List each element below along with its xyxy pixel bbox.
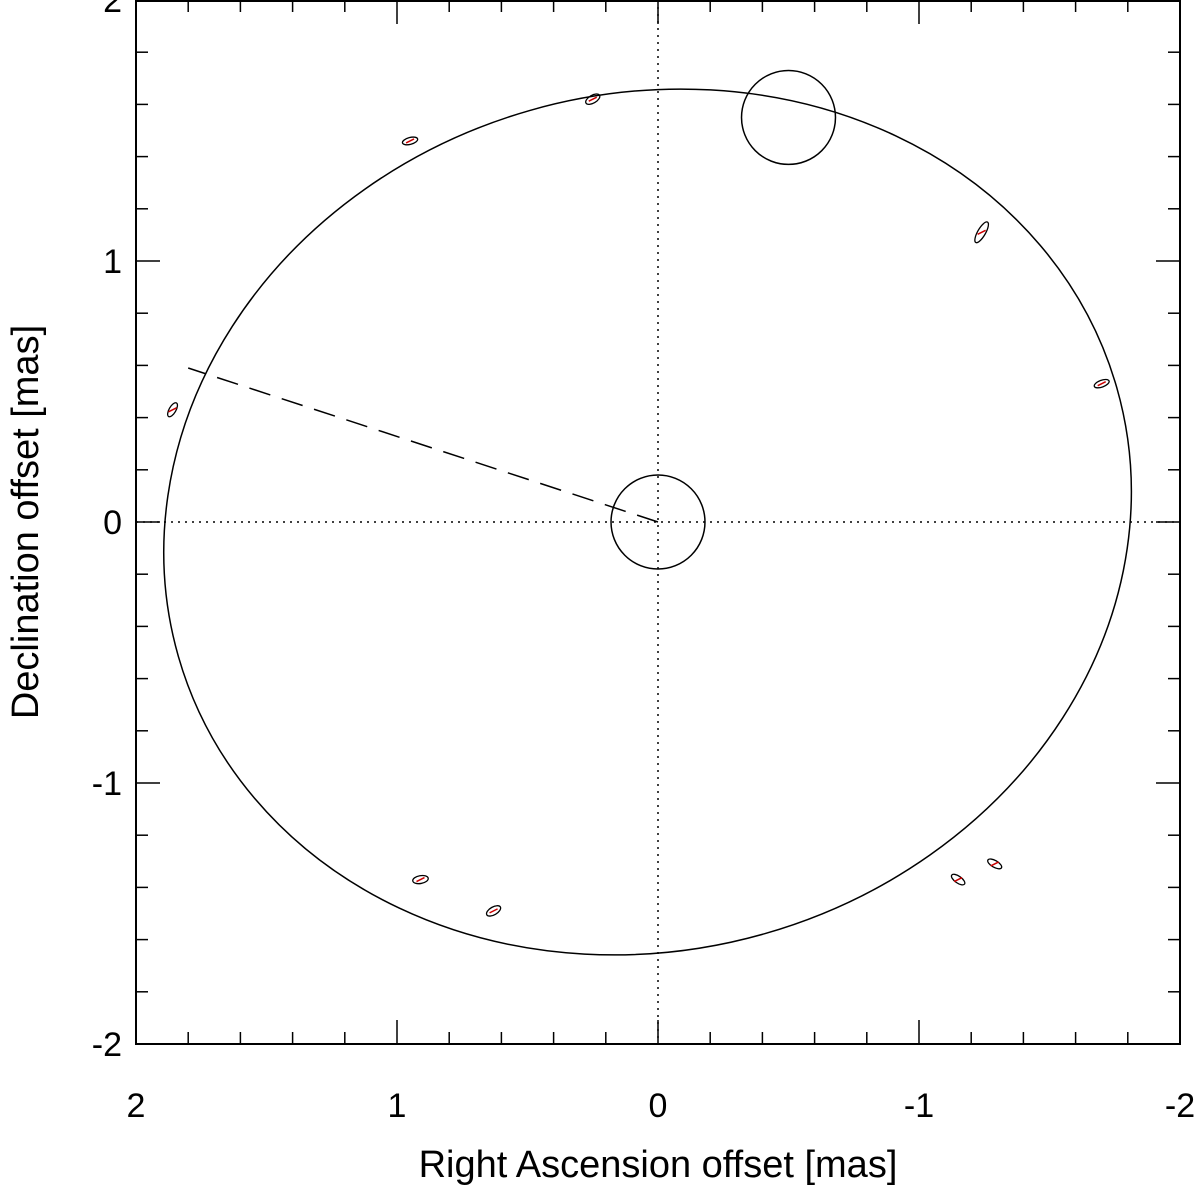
y-tick-label: 1 bbox=[103, 243, 122, 281]
data-layer bbox=[136, 0, 1180, 1044]
model-residual-mark bbox=[168, 407, 177, 413]
secondary-size-circle bbox=[740, 69, 837, 166]
y-tick-label: 0 bbox=[103, 504, 122, 542]
observation-error-ellipse bbox=[401, 136, 419, 146]
model-residual-mark bbox=[416, 876, 425, 883]
periastron-line bbox=[187, 367, 659, 523]
plot-frame bbox=[135, 0, 1181, 1045]
observation-error-ellipse bbox=[974, 221, 990, 244]
y-axis-title: Declination offset [mas] bbox=[5, 325, 47, 719]
observation-error-ellipse bbox=[166, 402, 179, 418]
observation-error-ellipse bbox=[987, 858, 1003, 870]
x-tick-label: 2 bbox=[127, 1087, 146, 1125]
model-residual-mark bbox=[990, 861, 1000, 867]
x-axis-title: Right Ascension offset [mas] bbox=[419, 1144, 898, 1186]
y-tick-label: -2 bbox=[92, 1026, 122, 1064]
x-tick-label: 1 bbox=[388, 1087, 407, 1125]
model-residual-mark bbox=[489, 908, 498, 914]
model-residual-mark bbox=[1097, 380, 1107, 387]
y-tick-label: -1 bbox=[92, 765, 122, 803]
model-residual-mark bbox=[588, 96, 598, 102]
observation-error-ellipse bbox=[485, 905, 502, 917]
x-tick-label: -2 bbox=[1165, 1087, 1195, 1125]
model-residual-mark bbox=[953, 876, 963, 883]
x-tick-label: -1 bbox=[904, 1087, 934, 1125]
orbit-ellipse bbox=[163, 88, 1133, 956]
observation-error-ellipse bbox=[585, 93, 601, 106]
x-tick-label: 0 bbox=[649, 1087, 668, 1125]
observation-error-ellipse bbox=[950, 873, 966, 886]
y-tick-label: 2 bbox=[103, 0, 122, 20]
observation-error-ellipse bbox=[1093, 378, 1110, 389]
primary-star-circle bbox=[610, 474, 706, 570]
observation-error-ellipse bbox=[412, 874, 429, 885]
model-residual-mark bbox=[405, 138, 415, 144]
label-layer: Right Ascension offset [mas] Declination… bbox=[5, 325, 897, 1186]
model-residual-mark bbox=[977, 229, 986, 235]
